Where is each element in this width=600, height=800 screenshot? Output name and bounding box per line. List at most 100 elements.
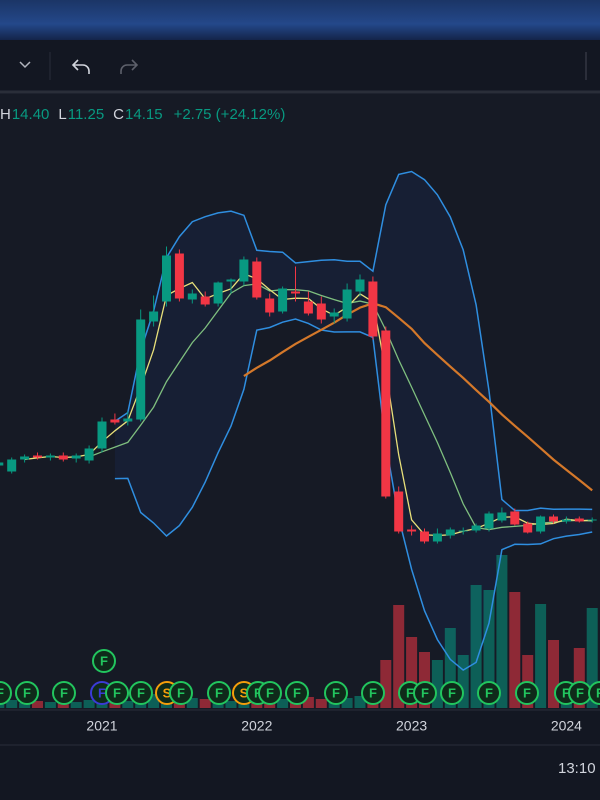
- volume-bar: [457, 655, 469, 708]
- volume-bar: [431, 660, 443, 708]
- candle-body: [549, 516, 558, 522]
- x-tick-label: 2022: [241, 718, 272, 734]
- candle-body: [368, 281, 378, 337]
- ma-long: [243, 302, 593, 492]
- candle-body: [342, 289, 352, 319]
- event-circle: [413, 681, 437, 705]
- event-label: S: [240, 685, 249, 700]
- event-marker[interactable]: F: [568, 681, 592, 705]
- event-marker[interactable]: F: [207, 681, 231, 705]
- dropdown-chevron[interactable]: [19, 61, 31, 69]
- volume-bar: [148, 694, 160, 708]
- event-marker[interactable]: F: [440, 681, 464, 705]
- candle-body: [420, 531, 429, 542]
- event-circle: [361, 681, 385, 705]
- event-circle: [207, 681, 231, 705]
- volume-bar: [586, 608, 598, 708]
- candle-body: [239, 259, 249, 282]
- bollinger-lower: [114, 318, 593, 672]
- legend-key: L: [58, 106, 66, 123]
- candle-body: [471, 525, 481, 531]
- candle-body: [587, 519, 597, 521]
- x-tick-label: 2024: [551, 718, 582, 734]
- event-marker[interactable]: F: [15, 681, 39, 705]
- volume-bar: [199, 699, 211, 708]
- event-marker[interactable]: F: [92, 649, 116, 673]
- event-label: F: [23, 685, 31, 700]
- candle-body: [523, 523, 533, 533]
- candle-body: [497, 512, 507, 521]
- event-circle: [129, 681, 153, 705]
- candle-body: [200, 296, 210, 305]
- event-marker[interactable]: F: [258, 681, 282, 705]
- volume-bar: [32, 701, 43, 708]
- candle-body: [407, 529, 417, 532]
- volume-bar: [419, 652, 430, 708]
- event-label: F: [596, 685, 600, 700]
- volume-bar: [83, 700, 95, 708]
- event-label: F: [98, 685, 106, 700]
- volume-bar: [302, 697, 314, 708]
- candle-body: [355, 279, 365, 292]
- volume-bar: [122, 701, 134, 708]
- volume-bar: [19, 703, 31, 708]
- candle-body: [20, 456, 30, 460]
- candle-body: [33, 455, 42, 458]
- volume-bar: [573, 648, 585, 708]
- volume-bar: [509, 592, 521, 708]
- event-circle: [477, 681, 501, 705]
- clock: 13:10: [558, 760, 596, 777]
- event-label: F: [448, 685, 456, 700]
- volume-bar: [496, 555, 508, 708]
- event-circle: [15, 681, 39, 705]
- plot: FFFFFFSFFSFFFFFFFFFFFFFF: [0, 170, 600, 708]
- candle-body: [303, 301, 313, 314]
- event-marker[interactable]: F: [105, 681, 129, 705]
- candle-body: [213, 282, 223, 304]
- event-marker[interactable]: F: [515, 681, 539, 705]
- candle-body: [226, 279, 236, 282]
- event-marker[interactable]: F: [588, 681, 600, 705]
- event-circle: [285, 681, 309, 705]
- event-marker[interactable]: F: [477, 681, 501, 705]
- event-label: F: [576, 685, 584, 700]
- candle-body: [278, 288, 288, 312]
- volume-bar: [470, 585, 482, 708]
- volume-bar: [44, 702, 56, 708]
- volume-bar: [535, 604, 547, 708]
- event-label: F: [113, 685, 121, 700]
- volume-bar: [393, 605, 405, 708]
- candle-body: [71, 455, 81, 459]
- redo-button[interactable]: [120, 59, 139, 74]
- event-label: S: [163, 685, 172, 700]
- event-circle: [324, 681, 348, 705]
- event-marker[interactable]: F: [413, 681, 437, 705]
- event-label: F: [369, 685, 377, 700]
- volume-bar: [6, 700, 18, 708]
- legend-value: 14.15: [125, 106, 163, 123]
- event-marker[interactable]: F: [285, 681, 309, 705]
- event-label: F: [293, 685, 301, 700]
- event-marker[interactable]: F: [52, 681, 76, 705]
- event-marker[interactable]: F: [0, 681, 12, 705]
- candle-body: [149, 311, 159, 322]
- candle-body: [110, 419, 120, 423]
- ma-mid: [88, 283, 593, 531]
- event-marker[interactable]: F: [129, 681, 153, 705]
- candle-body: [316, 303, 326, 320]
- legend-value: 11.25: [68, 106, 104, 123]
- event-circle: [258, 681, 282, 705]
- event-label: F: [421, 685, 429, 700]
- event-circle: [515, 681, 539, 705]
- legend: H 14.40 L 11.25 C 14.15 +2.75 (+24.12%): [0, 106, 285, 123]
- event-marker[interactable]: F: [169, 681, 193, 705]
- undo-button[interactable]: [71, 59, 90, 74]
- event-circle: [92, 649, 116, 673]
- candle-body: [174, 253, 184, 299]
- legend-key: C: [113, 106, 124, 123]
- event-marker[interactable]: F: [361, 681, 385, 705]
- candle-body: [0, 462, 4, 466]
- event-marker[interactable]: F: [324, 681, 348, 705]
